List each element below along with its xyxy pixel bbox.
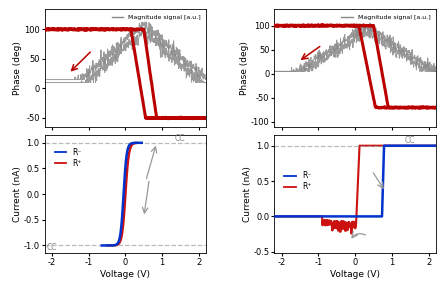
X-axis label: Voltage (V): Voltage (V) [330, 270, 380, 279]
Text: CC: CC [175, 134, 186, 143]
Y-axis label: Phase (deg): Phase (deg) [13, 41, 23, 95]
Text: CC: CC [405, 136, 415, 145]
Legend: Magnitude signal [a.u.]: Magnitude signal [a.u.] [109, 12, 203, 22]
Y-axis label: Phase (deg): Phase (deg) [240, 41, 249, 95]
Y-axis label: Current (nA): Current (nA) [243, 166, 252, 222]
Legend: Magnitude signal [a.u.]: Magnitude signal [a.u.] [339, 12, 433, 22]
Legend: R⁻, R⁺: R⁻, R⁺ [52, 145, 85, 171]
X-axis label: Voltage (V): Voltage (V) [101, 270, 150, 279]
Text: CC: CC [46, 243, 57, 252]
Y-axis label: Current (nA): Current (nA) [13, 166, 22, 222]
Legend: R⁻, R⁺: R⁻, R⁺ [281, 168, 315, 194]
